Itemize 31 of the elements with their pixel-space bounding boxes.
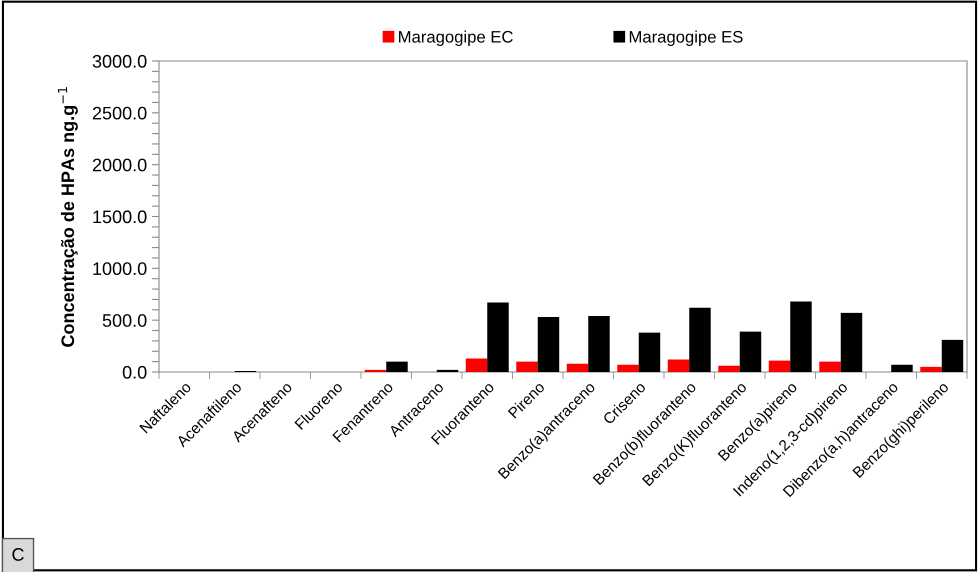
- y-tick-label: 3000.0: [92, 54, 146, 68]
- bar: [768, 360, 790, 372]
- bar: [668, 360, 690, 372]
- y-axis-title: Concentração de HPAs ng.g$^{−1}$: [58, 87, 78, 347]
- bar: [942, 340, 964, 372]
- bar: [617, 364, 639, 372]
- bar: [790, 302, 812, 372]
- y-tick-label: 1000.0: [93, 262, 146, 276]
- bar: [516, 362, 538, 372]
- bar: [638, 332, 660, 372]
- bar: [566, 364, 588, 372]
- bar: [740, 332, 762, 372]
- text: C: [12, 548, 24, 561]
- bar: [840, 312, 862, 372]
- bar: [689, 308, 711, 372]
- bar: [466, 358, 488, 372]
- y-tick-label: 0.0: [122, 366, 146, 379]
- bar: [386, 362, 408, 372]
- bar: [588, 316, 610, 372]
- y-tick-label: 2000.0: [92, 158, 146, 172]
- legend-label: Maragogipe EC: [399, 30, 513, 46]
- y-tick-label: 500.0: [102, 314, 146, 327]
- bar: [718, 366, 740, 372]
- bar: [487, 302, 509, 372]
- bar: [920, 366, 942, 372]
- legend-label: Maragogipe ES: [630, 30, 743, 46]
- bar: [538, 317, 560, 372]
- bar: [891, 364, 913, 372]
- y-tick-label: 1500.0: [93, 210, 146, 224]
- y-tick-label: 2500.0: [92, 106, 146, 120]
- bar: [819, 362, 841, 372]
